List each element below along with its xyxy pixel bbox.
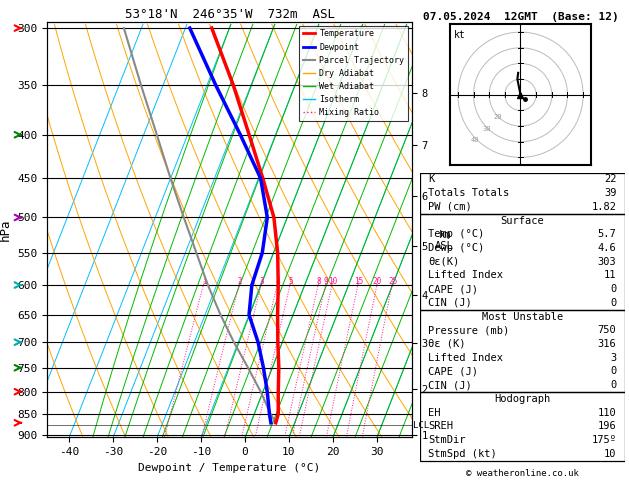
Legend: Temperature, Dewpoint, Parcel Trajectory, Dry Adiabat, Wet Adiabat, Isotherm, Mi: Temperature, Dewpoint, Parcel Trajectory…: [299, 26, 408, 121]
Text: CAPE (J): CAPE (J): [428, 366, 478, 377]
Text: 316: 316: [598, 339, 616, 349]
Text: PW (cm): PW (cm): [428, 202, 472, 212]
X-axis label: Dewpoint / Temperature (°C): Dewpoint / Temperature (°C): [138, 463, 321, 473]
Title: 53°18'N  246°35'W  732m  ASL: 53°18'N 246°35'W 732m ASL: [125, 8, 335, 21]
Text: K: K: [428, 174, 435, 184]
Text: 8: 8: [316, 278, 321, 286]
Text: Lifted Index: Lifted Index: [428, 353, 503, 363]
Text: 303: 303: [598, 257, 616, 267]
Text: 07.05.2024  12GMT  (Base: 12): 07.05.2024 12GMT (Base: 12): [423, 12, 618, 22]
Text: θε (K): θε (K): [428, 339, 466, 349]
Text: 9: 9: [324, 278, 328, 286]
Text: 0: 0: [610, 366, 616, 377]
Text: LCL: LCL: [413, 421, 429, 430]
Text: 5.7: 5.7: [598, 229, 616, 239]
Text: 39: 39: [604, 188, 616, 198]
Text: 196: 196: [598, 421, 616, 431]
Text: 20: 20: [494, 114, 502, 121]
Text: 1.82: 1.82: [591, 202, 616, 212]
Text: Hodograph: Hodograph: [494, 394, 550, 404]
Text: 2: 2: [237, 278, 242, 286]
Text: 10: 10: [328, 278, 337, 286]
Text: Pressure (mb): Pressure (mb): [428, 325, 509, 335]
Text: 10: 10: [604, 449, 616, 459]
Text: CIN (J): CIN (J): [428, 380, 472, 390]
Text: 25: 25: [388, 278, 397, 286]
Text: Totals Totals: Totals Totals: [428, 188, 509, 198]
Text: 1: 1: [202, 278, 206, 286]
Text: 3: 3: [610, 353, 616, 363]
Text: 30: 30: [482, 125, 491, 132]
Y-axis label: hPa: hPa: [0, 218, 12, 241]
Text: SREH: SREH: [428, 421, 454, 431]
Text: StmSpd (kt): StmSpd (kt): [428, 449, 497, 459]
Text: CIN (J): CIN (J): [428, 298, 472, 308]
Bar: [420, 310, 625, 392]
Text: Dewp (°C): Dewp (°C): [428, 243, 484, 253]
Text: EH: EH: [428, 408, 441, 417]
Text: © weatheronline.co.uk: © weatheronline.co.uk: [466, 469, 579, 478]
Text: kt: kt: [454, 30, 466, 40]
Text: Lifted Index: Lifted Index: [428, 270, 503, 280]
Bar: [420, 214, 625, 310]
Text: 0: 0: [610, 284, 616, 294]
Text: 0: 0: [610, 380, 616, 390]
Bar: [420, 173, 625, 214]
Text: 40: 40: [471, 137, 480, 143]
Text: 22: 22: [604, 174, 616, 184]
Y-axis label: km
ASL: km ASL: [435, 230, 454, 251]
Text: Temp (°C): Temp (°C): [428, 229, 484, 239]
Text: Surface: Surface: [501, 215, 544, 226]
Text: 20: 20: [373, 278, 382, 286]
Bar: [420, 392, 625, 461]
Text: 750: 750: [598, 325, 616, 335]
Text: 110: 110: [598, 408, 616, 417]
Text: StmDir: StmDir: [428, 435, 466, 445]
Text: 4.6: 4.6: [598, 243, 616, 253]
Text: 175º: 175º: [591, 435, 616, 445]
Text: 0: 0: [610, 298, 616, 308]
Text: 3: 3: [259, 278, 264, 286]
Text: 15: 15: [354, 278, 363, 286]
Text: 5: 5: [288, 278, 293, 286]
Text: θε(K): θε(K): [428, 257, 460, 267]
Text: 4: 4: [276, 278, 280, 286]
Text: Most Unstable: Most Unstable: [482, 312, 563, 322]
Text: CAPE (J): CAPE (J): [428, 284, 478, 294]
Text: 11: 11: [604, 270, 616, 280]
